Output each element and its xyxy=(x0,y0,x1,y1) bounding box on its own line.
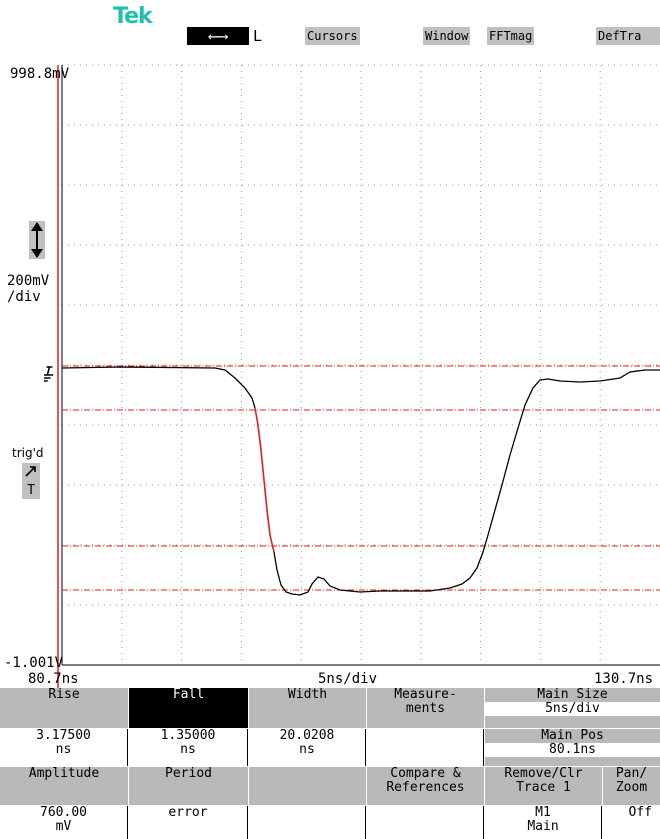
remove-value1: M1 xyxy=(535,805,551,820)
pan-zoom-button[interactable]: Pan/ Zoom xyxy=(603,767,660,805)
remove-value-cell: M1 Main xyxy=(485,806,602,839)
width-unit: ns xyxy=(299,742,315,757)
amplitude-button[interactable]: Amplitude xyxy=(0,767,128,805)
deftrace-menu-button[interactable]: DefTra xyxy=(596,27,660,45)
amplitude-unit: mV xyxy=(55,819,72,834)
main-pos-value: 80.1ns xyxy=(485,743,660,757)
waveform-display[interactable] xyxy=(0,0,660,690)
remove-clear-trace-button[interactable]: Remove/Clr Trace 1 xyxy=(485,767,602,805)
width-value: 20.0208 xyxy=(279,728,335,743)
main-size-value: 5ns/div xyxy=(485,702,660,716)
rise-value-cell: 3.17500 ns xyxy=(0,729,128,766)
period-button[interactable]: Period xyxy=(129,767,248,805)
rise-unit: ns xyxy=(55,742,72,757)
fall-value: 1.35000 xyxy=(160,728,216,743)
rise-label: Rise xyxy=(48,687,80,702)
x-start-value: 80.7ns xyxy=(28,671,79,687)
volts-per-div-value: 200mV xyxy=(7,273,50,289)
panzoom-line1: Pan/ xyxy=(615,766,648,781)
width-value-cell: 20.0208 ns xyxy=(249,729,366,766)
waveform-trace-low xyxy=(273,369,660,596)
remove-line2: Trace 1 xyxy=(516,780,571,795)
width-label: Width xyxy=(287,687,328,702)
compare-line1: Compare & xyxy=(390,766,461,781)
amplitude-value: 760.00 xyxy=(40,805,87,820)
measurement-panel: Rise Fall Width Measure- ments Main Size… xyxy=(0,688,660,839)
measurements-line1: Measure- xyxy=(394,687,457,702)
cursor-mode-button[interactable]: ⟵⟶ xyxy=(187,27,249,45)
blank-value-cell xyxy=(249,806,366,839)
amplitude-value-cell: 760.00 mV xyxy=(0,806,128,839)
window-menu-button[interactable]: Window xyxy=(423,27,471,45)
cursor-mode-label: L xyxy=(253,27,263,45)
waveform-trace xyxy=(61,366,256,409)
compare-value-cell xyxy=(367,806,484,839)
y-top-value: 998.8mV xyxy=(10,66,70,82)
panzoom-line2: Zoom xyxy=(615,780,648,795)
fall-unit: ns xyxy=(180,742,196,757)
amplitude-label: Amplitude xyxy=(28,766,100,781)
cursors-menu-button[interactable]: Cursors xyxy=(305,27,360,45)
graticule-grid xyxy=(62,64,660,665)
rise-value: 3.17500 xyxy=(36,728,91,743)
fall-edge-highlight xyxy=(254,407,275,553)
volts-per-div-unit: /div xyxy=(7,289,41,305)
panzoom-value-cell: Off xyxy=(603,806,660,839)
compare-line2: References xyxy=(386,780,465,795)
main-size-label: Main Size xyxy=(537,687,608,702)
main-pos-label: Main Pos xyxy=(541,728,604,743)
ground-marker-icon xyxy=(42,365,58,383)
period-label: Period xyxy=(165,766,212,781)
time-per-div-value: 5ns/div xyxy=(318,671,378,687)
remove-line1: Remove/Clr xyxy=(504,766,583,781)
x-end-value: 130.7ns xyxy=(594,671,654,687)
vertical-arrows-icon xyxy=(31,222,43,258)
trigger-letter: T xyxy=(27,483,35,498)
measurements-blank xyxy=(367,729,484,766)
blank-button xyxy=(249,767,366,805)
measurements-button[interactable]: Measure- ments xyxy=(367,688,484,728)
rise-button[interactable]: Rise xyxy=(0,688,128,728)
panzoom-value: Off xyxy=(628,805,652,820)
horizontal-arrows-icon: ⟵⟶ xyxy=(208,27,228,45)
main-pos-button[interactable]: Main Pos 80.1ns xyxy=(485,729,660,766)
fall-button[interactable]: Fall xyxy=(129,688,248,728)
remove-value2: Main xyxy=(527,819,559,834)
y-bottom-value: -1.001V xyxy=(4,655,64,671)
fall-label: Fall xyxy=(172,687,205,702)
period-value: error xyxy=(168,805,208,820)
trigger-level-button[interactable]: T xyxy=(22,463,40,499)
vertical-position-button[interactable] xyxy=(29,221,45,259)
main-size-button[interactable]: Main Size 5ns/div xyxy=(485,688,660,728)
tek-logo: Tek xyxy=(113,4,153,29)
period-value-cell: error xyxy=(129,806,248,839)
measurements-line2: ments xyxy=(405,701,446,716)
fftmag-menu-button[interactable]: FFTmag xyxy=(487,27,535,45)
width-button[interactable]: Width xyxy=(249,688,366,728)
trig-status-label: trig'd xyxy=(12,446,44,460)
compare-references-button[interactable]: Compare & References xyxy=(367,767,484,805)
fall-value-cell: 1.35000 ns xyxy=(129,729,248,766)
trigger-arrow-icon xyxy=(25,466,36,477)
